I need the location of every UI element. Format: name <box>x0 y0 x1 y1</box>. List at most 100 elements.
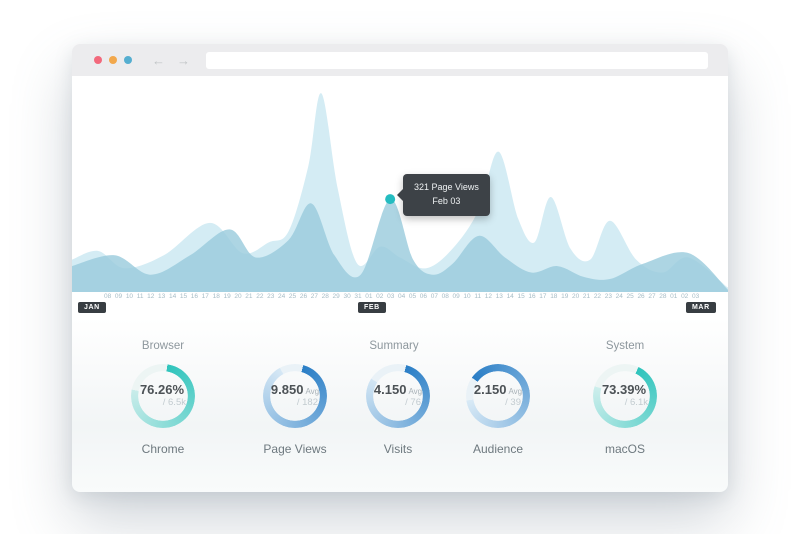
minimize-window-icon[interactable] <box>109 56 117 64</box>
x-tick-label: 03 <box>691 293 700 300</box>
section-title-system: System <box>605 340 645 352</box>
x-axis-ticks: 08 09 10 11 12 13 14 15 16 17 18 19 20 21 22 23 24 25 26 27… <box>104 293 700 300</box>
stat-value: 2.150 Avg <box>473 382 523 398</box>
x-tick-label: 16 <box>190 293 198 300</box>
stat-chrome: 76.26% / 6.5k Chrome <box>108 364 218 456</box>
x-tick-label: 14 <box>168 293 177 300</box>
expand-window-icon[interactable] <box>124 56 132 64</box>
month-badge-jan: JAN <box>78 302 106 313</box>
x-tick-label: 28 <box>321 293 329 300</box>
x-tick-label: 15 <box>179 293 188 300</box>
x-tick-label: 12 <box>147 293 155 300</box>
x-tick-label: 13 <box>495 293 503 300</box>
x-tick-label: 26 <box>637 293 645 300</box>
x-tick-label: 26 <box>299 293 308 300</box>
x-tick-label: 10 <box>463 293 471 300</box>
x-tick-label: 28 <box>659 293 667 300</box>
traffic-lights <box>94 56 132 64</box>
x-tick-label: 30 <box>343 293 351 300</box>
x-tick-label: 15 <box>517 293 525 300</box>
x-tick-label: 19 <box>223 293 231 300</box>
x-tick-label: 02 <box>681 293 689 300</box>
browser-window: ← → 321 Page Views Feb 03 08 09 10 11 12 13 14… <box>72 44 728 492</box>
x-tick-label: 07 <box>430 293 438 300</box>
stat-value: 76.26% <box>139 382 185 398</box>
x-tick-label: 29 <box>332 293 340 300</box>
x-tick-label: 01 <box>365 293 373 300</box>
browser-chrome-bar: ← → <box>72 44 728 76</box>
x-tick-label: 22 <box>593 293 602 300</box>
x-tick-label: 11 <box>474 293 482 300</box>
x-tick-label: 25 <box>288 293 297 300</box>
stat-label-visits: Visits <box>383 442 413 456</box>
stat-label-chrome: Chrome <box>141 442 185 456</box>
x-tick-label: 22 <box>256 293 264 300</box>
stat-page-views: 9.850 Avg / 182 Page Views <box>240 364 350 456</box>
section-title-browser: Browser <box>141 340 185 352</box>
x-tick-label: 31 <box>354 293 362 300</box>
x-tick-label: 14 <box>506 293 514 300</box>
front-wave-area <box>72 199 728 292</box>
highlighted-data-point[interactable] <box>385 194 396 205</box>
x-tick-label: 19 <box>561 293 569 300</box>
stat-macos: 73.39% / 6.1k macOS <box>570 364 680 456</box>
x-tick-label: 08 <box>104 293 112 300</box>
x-tick-label: 03 <box>387 293 395 300</box>
stat-label-audience: Audience <box>472 442 524 456</box>
x-tick-label: 27 <box>648 293 656 300</box>
stat-value: 4.150 Avg <box>373 382 423 398</box>
x-tick-label: 09 <box>114 293 123 300</box>
stat-sub-value: / 6.5k <box>162 397 186 409</box>
donut-ring-chrome <box>131 364 195 428</box>
stat-sub-value: / 6.1k <box>624 397 648 409</box>
x-tick-label: 20 <box>234 293 242 300</box>
x-tick-label: 24 <box>278 293 286 300</box>
stat-audience: 2.150 Avg / 39 Audience <box>443 364 553 456</box>
x-tick-label: 16 <box>528 293 536 300</box>
address-bar-input[interactable] <box>206 51 708 69</box>
x-axis-month-badges: JAN FEB MAR <box>72 302 728 318</box>
x-tick-label: 20 <box>572 293 580 300</box>
forward-arrow-icon[interactable]: → <box>177 52 190 68</box>
chart-tooltip: 321 Page Views Feb 03 <box>397 174 490 216</box>
back-wave-area <box>72 93 728 292</box>
x-tick-label: 06 <box>419 293 428 300</box>
stats-section: Browser Summary System 76.26% / 6.5k Chr… <box>72 318 728 492</box>
stat-value: 73.39% <box>601 382 647 398</box>
stat-label-page-views: Page Views <box>263 442 327 456</box>
x-tick-label: 17 <box>201 293 209 300</box>
donut-ring-page-views <box>263 364 327 428</box>
x-tick-label: 18 <box>212 293 220 300</box>
section-title-summary: Summary <box>369 340 419 352</box>
stat-value: 9.850 Avg <box>270 382 320 398</box>
stat-label-macos: macOS <box>604 442 645 456</box>
stat-sub-value: / 76 <box>405 397 421 409</box>
x-tick-label: 27 <box>310 293 318 300</box>
x-tick-label: 11 <box>136 293 144 300</box>
area-chart-canvas <box>72 93 728 292</box>
browser-nav: ← → <box>152 54 190 67</box>
x-tick-label: 18 <box>550 293 558 300</box>
close-window-icon[interactable] <box>94 56 102 64</box>
x-tick-label: 25 <box>626 293 634 300</box>
tooltip-date: Feb 03 <box>432 195 461 206</box>
x-tick-label: 04 <box>397 293 406 300</box>
donut-ring-visits <box>366 364 430 428</box>
x-tick-label: 05 <box>408 293 417 300</box>
x-tick-label: 13 <box>158 293 166 300</box>
back-arrow-icon[interactable]: ← <box>152 52 165 68</box>
month-badge-mar: MAR <box>686 302 716 313</box>
x-tick-label: 17 <box>539 293 547 300</box>
tooltip-value: 321 Page Views <box>414 182 479 192</box>
x-tick-label: 12 <box>484 293 492 300</box>
stat-sub-value: / 182 <box>296 397 318 409</box>
stat-visits: 4.150 Avg / 76 Visits <box>343 364 453 456</box>
area-chart: 321 Page Views Feb 03 <box>72 76 728 292</box>
x-tick-label: 21 <box>245 293 253 300</box>
x-tick-label: 08 <box>441 293 449 300</box>
x-tick-label: 01 <box>670 293 678 300</box>
x-tick-label: 10 <box>125 293 134 300</box>
x-tick-label: 09 <box>452 293 460 300</box>
x-tick-label: 02 <box>376 293 384 300</box>
x-tick-label: 24 <box>615 293 623 300</box>
